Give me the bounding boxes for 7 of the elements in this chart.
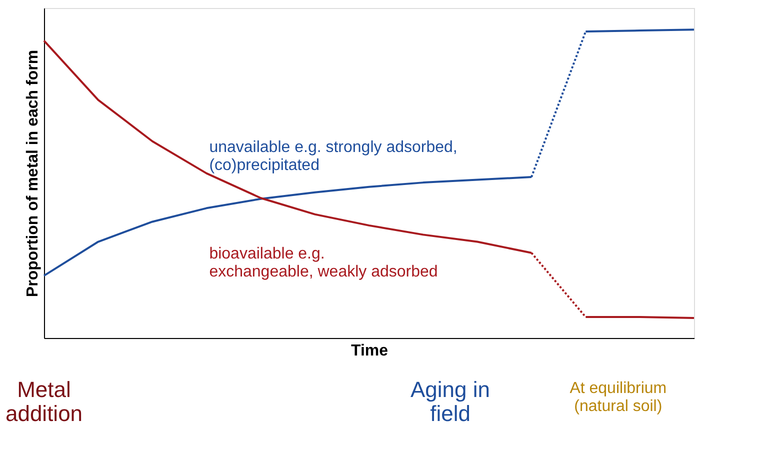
series-label: bioavailable e.g. exchangeable, weakly adsorbed (209, 245, 438, 280)
text: Metal addition (5, 377, 83, 426)
text: At equilibrium (natural soil) (570, 380, 667, 415)
x-axis-title: Time (350, 342, 388, 360)
text: Aging in field (410, 377, 490, 426)
series-label: unavailable e.g. strongly adsorbed, (co)precipitated (209, 139, 458, 174)
y-axis-title: Proportion of metal in each form (24, 50, 42, 298)
